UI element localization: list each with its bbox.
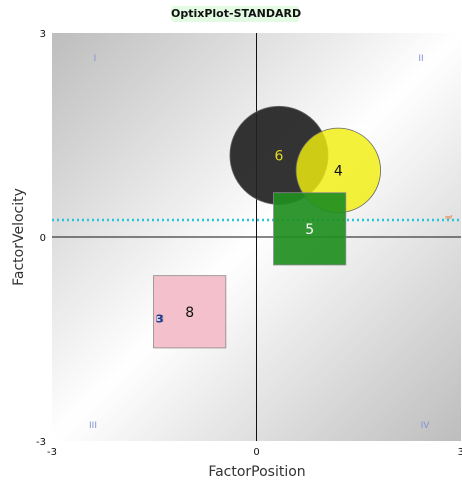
point-label-6: 6 <box>275 148 284 164</box>
square-3 <box>156 315 164 323</box>
point-label-8: 8 <box>185 305 194 321</box>
quadrant-label-IV: IV <box>421 421 431 431</box>
x-tick-label: -3 <box>47 447 57 458</box>
square-8 <box>153 275 227 349</box>
chart-title: OptixPlot-STANDARD <box>171 6 302 22</box>
square-5 <box>273 192 347 266</box>
quadrant-label-III: III <box>89 421 97 431</box>
point-label-4: 4 <box>334 163 343 179</box>
point-label-5: 5 <box>305 222 314 238</box>
x-tick-label: 0 <box>253 447 259 458</box>
quadrant-label-II: II <box>418 54 423 64</box>
x-axis-title: FactorPosition <box>208 464 305 480</box>
y-tick-label: 3 <box>40 29 46 40</box>
quadrant-label-I: I <box>94 54 97 64</box>
x-tick-label: 3 <box>458 447 462 458</box>
reference-line-label: ref <box>445 215 452 221</box>
y-tick-label: -3 <box>36 437 46 448</box>
y-axis-title: FactorVelocity <box>11 188 27 286</box>
point-label-3: 3 <box>156 313 164 326</box>
y-tick-label: 0 <box>40 233 46 244</box>
